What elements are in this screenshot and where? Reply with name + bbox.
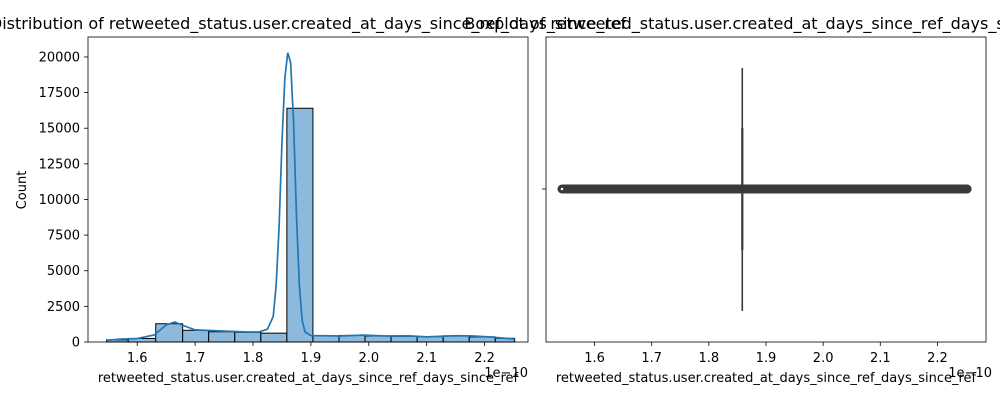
- y-tick-label: 17500: [39, 86, 80, 101]
- histogram-panel: 1.6 1.7 1.8 1.9 2.0 2.1 2.2 0 2500 5000 7500 10000…: [0, 14, 626, 386]
- histogram-bar: [208, 331, 236, 343]
- y-tick-label: 12500: [39, 157, 80, 172]
- histogram-bar: [390, 335, 418, 343]
- left-y-ticks: 0 2500 5000 7500 10000 12500 15000 17500 20000: [39, 50, 88, 351]
- x-tick-label: 1.8: [243, 351, 264, 366]
- y-tick-label: 20000: [39, 50, 80, 65]
- y-tick-label: 0: [72, 336, 80, 351]
- left-x-offset-label: 1e−10: [484, 366, 528, 381]
- histogram-bar: [286, 107, 314, 343]
- x-tick-label: 2.2: [474, 351, 495, 366]
- left-y-axis-label: Count: [15, 171, 30, 210]
- left-x-ticks: 1.6 1.7 1.8 1.9 2.0 2.1 2.2: [127, 342, 495, 366]
- x-tick-label: 2.0: [813, 351, 834, 366]
- right-x-offset-label: 1e−10: [948, 366, 992, 381]
- right-chart-title: Boxplot of retweeted_status.user.created…: [464, 14, 1000, 34]
- x-tick-label: 1.6: [127, 351, 148, 366]
- left-axes-frame: [87, 36, 529, 343]
- histogram-bars: [106, 107, 516, 343]
- y-tick-label: 5000: [47, 264, 80, 279]
- y-tick-label: 2500: [47, 300, 80, 315]
- left-chart-title: Distribution of retweeted_status.user.cr…: [0, 14, 626, 34]
- x-tick-label: 2.1: [416, 351, 437, 366]
- boxplot-marks: [557, 68, 972, 311]
- outlier-point: [558, 185, 566, 193]
- y-tick-label: 7500: [47, 229, 80, 244]
- x-tick-label: 2.0: [358, 351, 379, 366]
- histogram-bar: [182, 329, 210, 343]
- left-x-axis-label: retweeted_status.user.created_at_days_si…: [98, 371, 519, 386]
- kde-line: [106, 52, 515, 342]
- x-tick-label: 1.7: [185, 351, 206, 366]
- histogram-bar: [155, 323, 184, 343]
- y-tick-label: 10000: [39, 193, 80, 208]
- right-x-axis-label: retweeted_status.user.created_at_days_si…: [556, 371, 977, 386]
- histogram-bar: [234, 331, 262, 343]
- x-tick-label: 2.1: [870, 351, 891, 366]
- x-tick-label: 1.9: [756, 351, 777, 366]
- x-tick-label: 1.7: [641, 351, 662, 366]
- right-x-ticks: 1.6 1.7 1.8 1.9 2.0 2.1 2.2: [584, 342, 948, 366]
- histogram-bar: [364, 335, 392, 343]
- x-tick-label: 1.9: [301, 351, 322, 366]
- x-tick-label: 1.8: [699, 351, 720, 366]
- histogram-bar: [260, 332, 288, 343]
- x-tick-label: 2.2: [927, 351, 948, 366]
- y-tick-label: 15000: [39, 122, 80, 137]
- boxplot-panel: 1.6 1.7 1.8 1.9 2.0 2.1 2.2 Boxplot of retweet…: [464, 14, 1000, 386]
- x-tick-label: 1.6: [584, 351, 605, 366]
